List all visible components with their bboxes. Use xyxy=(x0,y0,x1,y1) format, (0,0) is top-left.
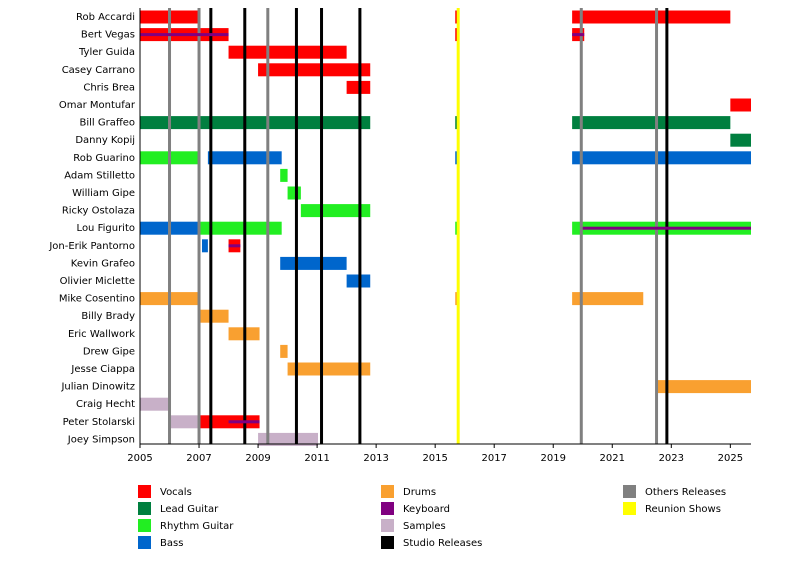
legend-label: Keyboard xyxy=(403,504,450,515)
member-label: Danny Kopij xyxy=(75,135,135,146)
legend-swatch xyxy=(381,536,394,549)
member-label: Drew Gipe xyxy=(83,346,135,357)
member-bar xyxy=(201,239,208,253)
member-label: Jon-Erik Pantorno xyxy=(48,241,135,252)
member-bar xyxy=(656,380,751,394)
member-bar xyxy=(140,397,170,411)
legend-label: Lead Guitar xyxy=(160,504,219,515)
legend-swatch xyxy=(381,502,394,515)
member-label: Rob Accardi xyxy=(76,12,135,23)
member-label: Mike Cosentino xyxy=(59,294,135,305)
member-label: Billy Brady xyxy=(81,311,135,322)
legend-swatch xyxy=(138,502,151,515)
member-label: Julian Dinowitz xyxy=(60,382,135,393)
x-tick-label: 2021 xyxy=(600,453,625,464)
member-bar xyxy=(280,168,288,182)
member-bar xyxy=(730,98,751,112)
member-label: Lou Figurito xyxy=(77,223,135,234)
x-tick-label: 2015 xyxy=(422,453,447,464)
x-tick-label: 2019 xyxy=(541,453,566,464)
member-bar xyxy=(228,45,347,59)
legend-label: Drums xyxy=(403,487,436,498)
x-tick-label: 2005 xyxy=(127,453,152,464)
keyboard-line xyxy=(228,420,260,424)
keyboard-line xyxy=(140,33,229,37)
member-label: Bill Graffeo xyxy=(79,118,135,129)
legend-swatch xyxy=(138,536,151,549)
x-tick-label: 2023 xyxy=(659,453,684,464)
member-bar xyxy=(199,221,282,235)
legend-swatch xyxy=(381,485,394,498)
member-bar xyxy=(287,186,301,200)
member-label: Chris Brea xyxy=(83,82,135,93)
member-label: Casey Carrano xyxy=(62,65,135,76)
member-label: Rob Guarino xyxy=(73,153,135,164)
legend-label: Rhythm Guitar xyxy=(160,521,234,532)
member-label: Ricky Ostolaza xyxy=(62,206,135,217)
member-bar xyxy=(287,362,371,376)
member-label: Eric Wallwork xyxy=(68,329,135,340)
member-label: Kevin Grafeo xyxy=(71,258,135,269)
member-bar xyxy=(730,133,751,147)
member-label: Jesse Ciappa xyxy=(70,364,135,375)
x-tick-label: 2025 xyxy=(718,453,743,464)
member-label: Bert Vegas xyxy=(81,30,135,41)
member-label: Adam Stilletto xyxy=(64,170,135,181)
legend-swatch xyxy=(623,485,636,498)
member-bar xyxy=(169,415,200,429)
legend-swatch xyxy=(623,502,636,515)
member-label: Craig Hecht xyxy=(76,399,135,410)
member-bar xyxy=(280,344,288,358)
keyboard-line xyxy=(582,226,751,230)
keyboard-line xyxy=(572,33,585,37)
legend-label: Others Releases xyxy=(645,487,726,498)
member-bar xyxy=(572,116,731,130)
member-bar xyxy=(300,204,371,218)
legend-swatch xyxy=(381,519,394,532)
member-bar xyxy=(572,292,644,306)
member-bar xyxy=(258,63,371,77)
x-tick-label: 2011 xyxy=(304,453,329,464)
member-bar xyxy=(280,256,347,270)
legend-label: Studio Releases xyxy=(403,538,482,549)
legend-label: Reunion Shows xyxy=(645,504,721,515)
member-bar xyxy=(199,309,229,323)
legend-swatch xyxy=(138,485,151,498)
member-bar xyxy=(140,116,371,130)
member-label: William Gipe xyxy=(72,188,135,199)
x-tick-label: 2007 xyxy=(186,453,211,464)
member-bar xyxy=(572,10,731,24)
x-tick-label: 2009 xyxy=(245,453,270,464)
keyboard-line xyxy=(228,244,241,248)
x-tick-label: 2013 xyxy=(363,453,388,464)
member-label: Tyler Guida xyxy=(78,47,135,58)
member-label: Olivier Miclette xyxy=(60,276,135,287)
member-label: Joey Simpson xyxy=(67,434,135,445)
member-bar xyxy=(258,432,318,446)
legend-swatch xyxy=(138,519,151,532)
member-bar xyxy=(572,151,751,165)
legend-label: Samples xyxy=(403,521,446,532)
member-label: Omar Montufar xyxy=(59,100,136,111)
x-tick-label: 2017 xyxy=(481,453,506,464)
legend-label: Vocals xyxy=(160,487,192,498)
member-label: Peter Stolarski xyxy=(63,417,135,428)
legend-label: Bass xyxy=(160,538,183,549)
